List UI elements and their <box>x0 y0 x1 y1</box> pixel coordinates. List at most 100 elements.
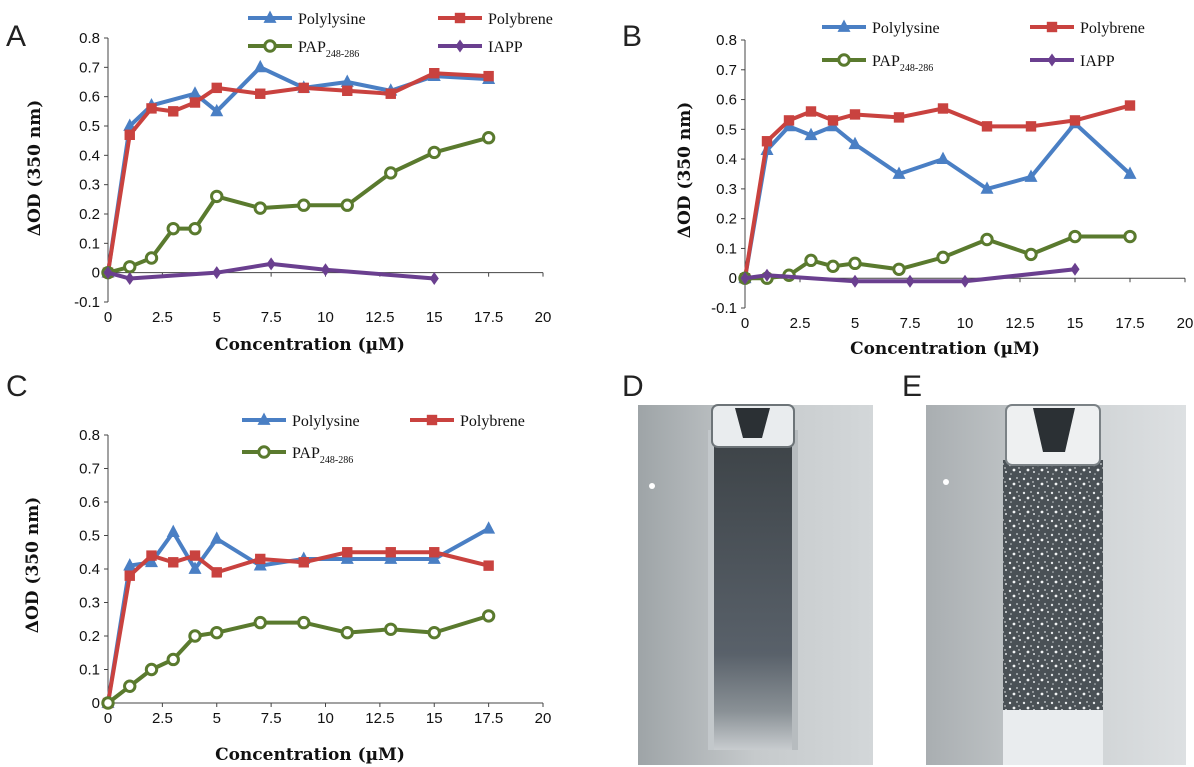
series-iapp <box>740 262 1080 288</box>
data-point-polybrene <box>429 68 440 79</box>
x-tick-label: 7.5 <box>261 309 282 326</box>
legend-marker <box>426 414 438 426</box>
legend-marker <box>837 19 851 32</box>
data-point-polybrene <box>849 109 861 120</box>
series-polybrene <box>102 547 494 709</box>
data-point-pap <box>123 679 137 693</box>
data-point-pap <box>340 625 354 640</box>
cuvette-bottom-clear <box>1003 710 1103 765</box>
x-tick-label: 0 <box>741 315 749 332</box>
data-point-iapp <box>1070 262 1080 276</box>
y-tick-label: 0.6 <box>79 89 100 106</box>
data-point-pap <box>848 256 862 271</box>
x-tick-label: 12.5 <box>1005 315 1034 332</box>
y-tick-label: 0.3 <box>716 181 737 198</box>
data-point-iapp <box>960 274 970 288</box>
y-tick-label: 0.8 <box>716 32 737 49</box>
data-point-pap <box>826 259 840 274</box>
x-tick-label: 10 <box>317 309 334 326</box>
data-point-polybrene <box>342 547 353 558</box>
data-point-pap <box>188 629 202 643</box>
data-point-polylysine <box>804 127 818 141</box>
data-point-pap <box>166 221 180 236</box>
legend-marker <box>263 10 277 23</box>
data-point-polybrene <box>146 550 157 561</box>
legend-item-polybrene: Polybrene <box>1030 20 1145 37</box>
data-point-pap <box>210 189 224 204</box>
data-point-polybrene <box>298 557 309 568</box>
panel-label-e: E <box>902 370 922 403</box>
x-tick-label: 2.5 <box>790 315 811 332</box>
data-point-polybrene <box>827 115 839 126</box>
data-point-pap <box>936 250 950 265</box>
y-tick-label: 0.5 <box>716 121 737 138</box>
y-tick-label: 0.4 <box>79 147 100 164</box>
data-point-polybrene <box>1124 100 1136 111</box>
data-point-polylysine <box>384 551 398 564</box>
cuvette-clear-solution <box>708 430 798 750</box>
data-point-polybrene <box>893 112 905 123</box>
legend-label: Polylysine <box>292 413 360 430</box>
panel-label-a: A <box>6 20 26 53</box>
y-tick-label: 0.5 <box>79 528 100 545</box>
cuvette-cap-opening <box>735 408 770 438</box>
x-axis-title: Concentration (µM) <box>215 745 405 765</box>
x-tick-label: 20 <box>1177 315 1194 332</box>
x-tick-label: 0 <box>104 710 112 727</box>
data-point-polybrene <box>211 567 222 578</box>
data-point-polybrene <box>168 557 179 568</box>
y-tick-label: 0.7 <box>79 59 100 76</box>
data-point-pap <box>101 696 115 710</box>
data-point-polybrene <box>189 97 201 108</box>
x-tick-label: 5 <box>213 309 221 326</box>
panel-label-d: D <box>622 370 644 403</box>
legend-marker <box>263 39 277 53</box>
data-point-polybrene <box>783 115 795 126</box>
data-point-polybrene <box>189 550 201 561</box>
y-tick-label: 0.8 <box>79 427 100 444</box>
data-point-pap <box>481 609 496 623</box>
data-point-polylysine <box>210 531 224 544</box>
legend-label: IAPP <box>488 39 523 56</box>
legend-label: Polybrene <box>1080 20 1145 37</box>
y-tick-label: 0.5 <box>79 118 100 135</box>
data-point-polylysine <box>848 136 862 150</box>
data-point-pap <box>166 652 180 667</box>
y-axis-title: ΔOD (350 nm) <box>675 102 695 239</box>
data-point-polybrene <box>981 121 993 132</box>
legend-label: PAP248-286 <box>298 39 359 60</box>
y-tick-label: 0.3 <box>79 595 100 612</box>
cuvette-turbid-solution <box>1003 460 1103 710</box>
data-point-polybrene <box>298 82 309 94</box>
data-point-pap <box>123 260 137 274</box>
x-tick-label: 7.5 <box>900 315 921 332</box>
legend-marker <box>257 412 271 425</box>
x-tick-label: 15 <box>426 710 443 727</box>
y-tick-label: 0 <box>92 265 100 282</box>
y-tick-label: 0.4 <box>79 561 100 578</box>
data-point-pap <box>427 145 441 160</box>
y-tick-label: 0.7 <box>79 461 100 478</box>
data-point-pap <box>892 262 906 276</box>
x-tick-label: 20 <box>535 309 552 326</box>
cuvette-wall-right <box>792 430 798 750</box>
data-point-pap <box>340 198 354 212</box>
data-point-polylysine <box>1024 169 1038 182</box>
data-point-pap <box>144 662 159 677</box>
data-point-polylysine <box>253 558 267 571</box>
y-tick-label: 0.1 <box>79 235 100 252</box>
series-pap <box>101 131 496 280</box>
x-tick-label: 10 <box>317 710 334 727</box>
y-tick-label: 0.1 <box>79 662 100 679</box>
legend-label: Polylysine <box>298 11 366 28</box>
x-tick-label: 7.5 <box>261 710 282 727</box>
chart-a: -0.100.10.20.30.40.50.60.70.80 2.5 5 7.5 10 1… <box>25 10 553 355</box>
y-axis-title: ΔOD (350 nm) <box>25 100 45 237</box>
y-tick-label: 0.4 <box>716 151 737 168</box>
data-point-polybrene <box>805 106 817 117</box>
data-point-pap <box>1123 229 1137 244</box>
data-point-polylysine <box>340 74 354 87</box>
y-tick-label: 0.8 <box>79 30 100 47</box>
data-point-iapp <box>125 272 135 286</box>
